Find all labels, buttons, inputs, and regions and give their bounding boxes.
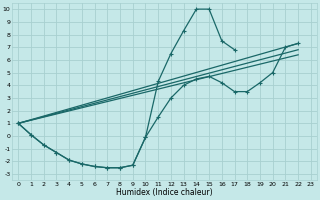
X-axis label: Humidex (Indice chaleur): Humidex (Indice chaleur) <box>116 188 213 197</box>
